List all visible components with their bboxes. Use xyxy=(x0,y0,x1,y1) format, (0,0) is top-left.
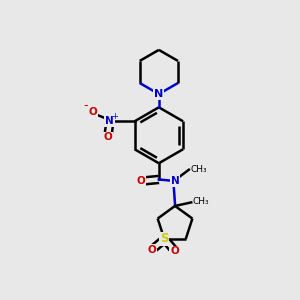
Text: +: + xyxy=(111,112,118,122)
Text: O: O xyxy=(88,107,97,117)
Text: O: O xyxy=(137,176,146,186)
Text: O: O xyxy=(170,246,179,256)
Text: -: - xyxy=(83,99,87,112)
Text: O: O xyxy=(104,133,112,142)
Text: N: N xyxy=(154,89,164,99)
Text: O: O xyxy=(148,245,156,255)
Text: N: N xyxy=(171,176,179,186)
Text: S: S xyxy=(160,232,169,245)
Text: N: N xyxy=(105,116,114,126)
Text: CH₃: CH₃ xyxy=(193,197,209,206)
Text: CH₃: CH₃ xyxy=(190,165,207,174)
